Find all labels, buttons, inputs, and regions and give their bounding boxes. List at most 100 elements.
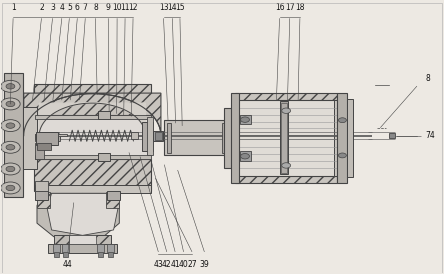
Circle shape xyxy=(6,84,15,89)
Text: 9: 9 xyxy=(106,3,111,12)
Text: 1: 1 xyxy=(11,3,16,12)
Bar xyxy=(35,115,151,119)
Bar xyxy=(98,153,111,161)
Bar xyxy=(98,111,111,119)
Bar xyxy=(147,117,153,155)
Bar xyxy=(389,133,395,138)
Bar xyxy=(143,122,153,151)
Text: 10: 10 xyxy=(112,3,122,12)
Bar xyxy=(54,235,111,245)
Bar xyxy=(37,143,51,150)
Text: 4: 4 xyxy=(59,3,64,12)
Bar xyxy=(35,155,151,159)
Circle shape xyxy=(282,108,291,113)
Text: 15: 15 xyxy=(175,3,185,12)
Circle shape xyxy=(338,118,346,123)
Bar xyxy=(166,123,171,153)
Text: 39: 39 xyxy=(199,260,209,269)
Circle shape xyxy=(6,123,15,128)
Polygon shape xyxy=(47,193,118,235)
Bar xyxy=(37,192,50,208)
Circle shape xyxy=(241,117,250,122)
Circle shape xyxy=(1,163,20,175)
Text: 40: 40 xyxy=(178,260,188,269)
Bar xyxy=(108,252,113,257)
Bar xyxy=(347,99,353,177)
Bar xyxy=(35,185,151,193)
Bar xyxy=(34,159,151,191)
Text: 13: 13 xyxy=(159,3,168,12)
Circle shape xyxy=(338,153,346,158)
Text: 14: 14 xyxy=(168,3,177,12)
Bar xyxy=(107,191,120,200)
Bar xyxy=(53,244,60,253)
Polygon shape xyxy=(83,193,119,241)
Text: 43: 43 xyxy=(153,260,163,269)
Circle shape xyxy=(241,153,250,159)
Text: 41: 41 xyxy=(170,260,180,269)
Circle shape xyxy=(6,145,15,150)
Polygon shape xyxy=(24,93,161,136)
Bar xyxy=(35,143,44,159)
Bar xyxy=(240,115,251,124)
Bar xyxy=(35,191,48,200)
Circle shape xyxy=(1,120,20,132)
Bar xyxy=(235,176,337,182)
Bar xyxy=(58,134,67,136)
Circle shape xyxy=(1,141,20,153)
Bar xyxy=(155,132,162,140)
Polygon shape xyxy=(37,193,83,241)
Text: 2: 2 xyxy=(39,3,44,12)
Circle shape xyxy=(6,101,15,107)
Circle shape xyxy=(1,182,20,194)
Text: 11: 11 xyxy=(120,3,130,12)
Text: 7: 7 xyxy=(83,3,87,12)
Bar xyxy=(62,244,69,253)
Bar xyxy=(333,100,337,176)
Bar xyxy=(153,131,163,141)
Bar xyxy=(36,132,58,145)
Text: 8: 8 xyxy=(93,3,98,12)
Bar xyxy=(281,102,287,173)
Text: 5: 5 xyxy=(67,3,72,12)
Bar xyxy=(107,244,114,253)
Bar xyxy=(224,108,235,168)
Circle shape xyxy=(6,166,15,172)
Circle shape xyxy=(1,98,20,110)
Bar xyxy=(34,84,151,115)
Bar xyxy=(97,244,104,253)
Bar xyxy=(35,119,151,155)
Bar xyxy=(235,93,337,100)
Bar xyxy=(35,134,59,141)
Bar xyxy=(48,244,117,253)
Text: 18: 18 xyxy=(295,3,305,12)
Bar xyxy=(54,252,59,257)
Bar xyxy=(239,100,333,176)
Text: 6: 6 xyxy=(75,3,80,12)
Text: 17: 17 xyxy=(285,3,294,12)
Circle shape xyxy=(282,163,291,168)
Bar xyxy=(35,181,48,191)
Circle shape xyxy=(1,80,20,92)
Text: 3: 3 xyxy=(50,3,55,12)
Bar xyxy=(35,134,59,139)
Bar xyxy=(222,123,226,153)
Bar xyxy=(164,120,229,155)
Text: 44: 44 xyxy=(63,260,73,269)
Bar xyxy=(131,132,138,139)
Bar xyxy=(98,252,103,257)
Bar xyxy=(106,192,119,208)
Polygon shape xyxy=(39,103,146,136)
Bar xyxy=(63,252,68,257)
Text: 42: 42 xyxy=(162,260,171,269)
Bar xyxy=(235,100,239,176)
Bar xyxy=(23,107,37,169)
Circle shape xyxy=(6,185,15,191)
Text: 27: 27 xyxy=(187,260,197,269)
Bar xyxy=(69,235,96,244)
Text: 74: 74 xyxy=(426,131,436,140)
Text: 8: 8 xyxy=(426,74,430,83)
Text: 12: 12 xyxy=(128,3,138,12)
Bar xyxy=(337,93,347,182)
Bar xyxy=(231,93,239,182)
